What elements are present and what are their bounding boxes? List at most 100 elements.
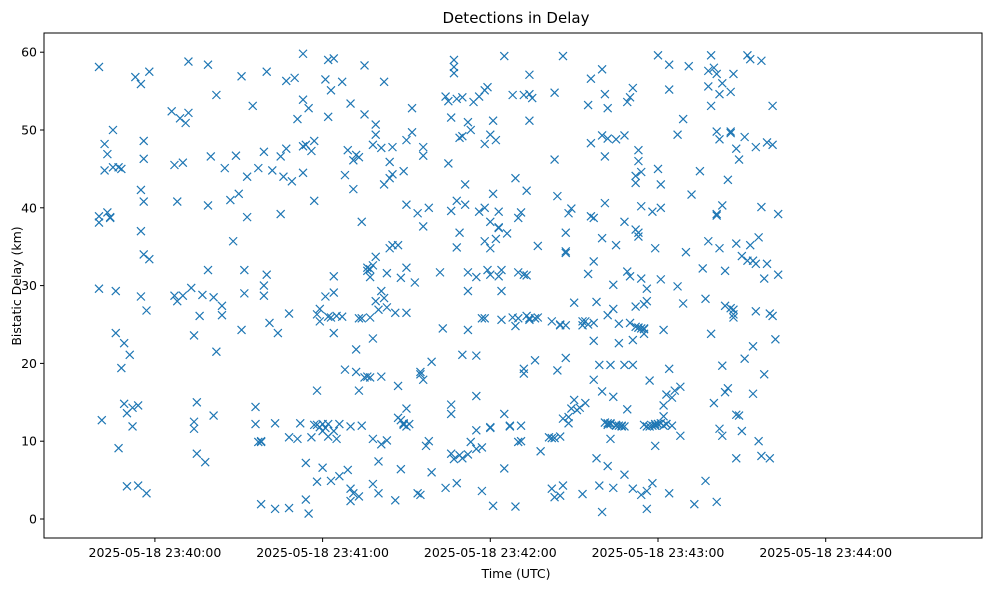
data-point [382,435,392,445]
data-point [494,223,504,233]
data-point [416,367,425,377]
data-point [371,252,381,262]
data-point [558,481,568,490]
data-point [636,274,646,284]
data-point [421,441,431,451]
data-point [748,341,758,351]
data-point [139,136,149,146]
data-point [597,386,607,396]
data-point [712,497,722,507]
data-point [189,330,199,340]
data-point [309,420,319,430]
data-point [513,267,523,277]
data-point [589,213,599,223]
data-point [309,136,319,146]
data-point [513,437,523,447]
data-point [634,232,643,242]
data-point [418,375,428,385]
data-point [94,284,104,294]
data-point [483,265,492,275]
data-point [446,206,456,216]
data-point [315,316,325,326]
data-point [689,499,699,509]
data-point [455,228,464,238]
data-point [642,486,652,496]
data-point [611,240,621,250]
data-point [329,271,339,281]
data-point [631,171,641,181]
data-point [441,483,451,493]
data-point [354,492,364,501]
y-tick-label: 60 [21,45,37,60]
data-point [754,436,764,446]
data-point [589,336,599,346]
data-point [586,211,596,221]
data-point [527,93,537,103]
data-point [170,160,179,170]
data-point [664,60,674,70]
data-point [723,175,733,185]
data-point [611,134,621,144]
data-point [597,507,607,517]
data-point [522,186,532,196]
data-point [284,503,294,513]
y-tick-label: 40 [21,200,37,215]
data-point [365,272,375,282]
data-point [203,60,213,70]
data-point [622,97,632,107]
data-points [94,49,783,518]
data-point [642,296,652,306]
data-point [636,201,646,211]
data-point [628,360,638,370]
data-point [525,89,534,99]
data-point [737,251,747,261]
data-point [717,431,727,441]
data-point [231,151,241,161]
data-point [558,51,568,61]
data-point [402,263,411,273]
data-point [281,76,291,86]
data-point [102,149,112,159]
data-point [737,426,747,436]
y-axis-label: Bistatic Delay (km) [9,226,24,345]
data-point [139,197,149,207]
data-point [717,201,727,210]
data-point [404,419,414,429]
data-point [371,130,381,140]
data-point [589,318,599,328]
data-point [346,99,355,108]
data-point [312,309,322,319]
data-point [348,184,358,194]
data-point [329,53,339,63]
data-point [647,478,657,488]
data-point [189,424,199,434]
data-point [731,239,741,249]
data-point [513,313,523,323]
data-point [108,125,118,135]
data-point [186,283,196,293]
data-point [511,502,520,511]
data-point [329,288,339,298]
data-point [457,92,467,102]
data-point [209,292,219,302]
data-point [631,302,641,312]
data-point [348,488,358,498]
data-point [608,483,618,493]
data-point [715,89,724,99]
data-point [645,376,655,385]
data-point [726,128,736,138]
data-point [446,449,456,459]
data-point [184,108,193,118]
data-point [647,421,657,431]
data-point [511,321,520,331]
data-point [594,481,604,490]
data-point [343,145,353,155]
y-axis-ticks: 0 10 20 30 40 50 60 [21,45,44,527]
data-point [653,50,663,60]
data-point [220,163,230,173]
data-point [569,298,579,308]
data-point [438,323,448,333]
data-point [329,328,339,338]
data-point [709,63,719,73]
data-point [497,315,506,325]
